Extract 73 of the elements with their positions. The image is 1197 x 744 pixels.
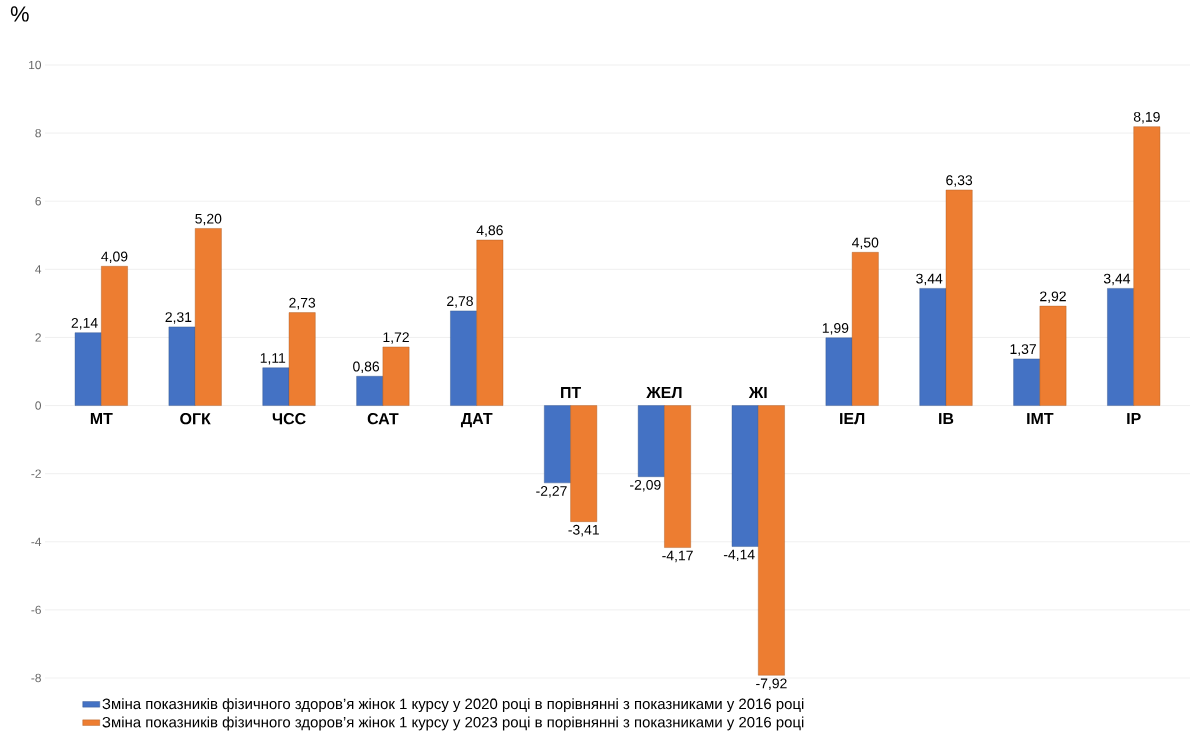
bar: [1039, 305, 1067, 406]
x-tick-label: ПТ: [561, 387, 582, 399]
data-label: 3,44: [916, 273, 943, 286]
y-tick-label: 6: [35, 196, 41, 206]
bar: [544, 405, 571, 484]
data-label: 1,99: [822, 323, 849, 335]
x-tick-label: ІР: [1127, 413, 1141, 425]
bar: [262, 367, 290, 406]
bar: [74, 332, 102, 406]
data-label: -2,09: [630, 479, 661, 492]
data-label: 2,31: [165, 312, 192, 324]
bar: [825, 337, 853, 406]
y-tick-label: -6: [31, 605, 41, 615]
data-label: 0,86: [353, 361, 380, 374]
y-tick-label: -2: [31, 469, 41, 478]
x-tick-label: ДАТ: [460, 413, 493, 428]
y-tick-label: 2: [35, 333, 41, 342]
data-label: -4,14: [723, 549, 755, 562]
data-label: 4,50: [852, 237, 879, 250]
bar: [570, 405, 598, 522]
data-label: 4,09: [101, 251, 128, 264]
data-label: -3,41: [568, 524, 599, 537]
bar: [101, 266, 128, 406]
data-label: -2,27: [536, 486, 567, 498]
bar: [450, 310, 477, 406]
x-tick-label: ЖІ: [748, 387, 767, 399]
bar: [288, 312, 316, 406]
data-label: -4,17: [662, 550, 693, 563]
bar: [1013, 358, 1041, 406]
data-label: 2,73: [289, 297, 316, 310]
x-tick-label: ІВ: [939, 413, 954, 425]
bar: [758, 405, 785, 676]
data-label: 6,33: [946, 175, 973, 187]
data-label: 3,44: [1103, 273, 1131, 286]
data-label: 4,86: [476, 225, 503, 237]
y-tick-label: -8: [31, 673, 41, 683]
x-tick-label: САТ: [367, 413, 399, 425]
bar: [382, 346, 410, 406]
data-label: 1,72: [383, 332, 409, 344]
x-tick-label: ОГК: [180, 413, 211, 425]
data-label: -7,92: [756, 678, 787, 690]
data-label: 2,14: [71, 317, 98, 330]
bar: [194, 228, 222, 406]
x-tick-label: ІЕЛ: [840, 413, 865, 425]
bar: [168, 326, 196, 406]
data-label: 1,37: [1010, 344, 1036, 356]
data-label: 1,11: [260, 353, 286, 365]
bar: [637, 405, 665, 477]
bar: [356, 376, 384, 406]
y-tick-label: 8: [35, 128, 41, 138]
bar: [664, 405, 691, 548]
bar: [1133, 126, 1161, 406]
bar: [476, 239, 504, 406]
bar: [851, 252, 879, 406]
legend-label: Зміна показників фізичного здоров’я жінок 1 курсу у 2020 році в порівнянні з показниками у 2016 році: [102, 698, 804, 713]
x-tick-label: ІМТ: [1027, 413, 1054, 425]
y-tick-label: 4: [35, 265, 42, 274]
data-label: 2,92: [1040, 291, 1066, 303]
data-label: 8,19: [1133, 111, 1160, 124]
x-tick-label: МТ: [90, 413, 113, 425]
x-tick-label: ЖЕЛ: [646, 386, 682, 399]
legend-label: Зміна показників фізичного здоров’я жінок 1 курсу у 2023 році в порівнянні з показниками у 2016 році: [102, 716, 804, 731]
x-tick-label: ЧСС: [272, 413, 306, 425]
data-label: 2,78: [447, 296, 473, 308]
bar: [945, 189, 973, 406]
y-tick-label: 10: [29, 60, 42, 70]
bar: [919, 288, 947, 406]
data-label: 5,20: [195, 213, 222, 226]
bar: [1107, 288, 1134, 406]
y-axis-title: %: [10, 6, 29, 22]
bar: [731, 405, 759, 547]
y-tick-label: 0: [35, 401, 42, 410]
y-tick-label: -4: [31, 537, 42, 546]
